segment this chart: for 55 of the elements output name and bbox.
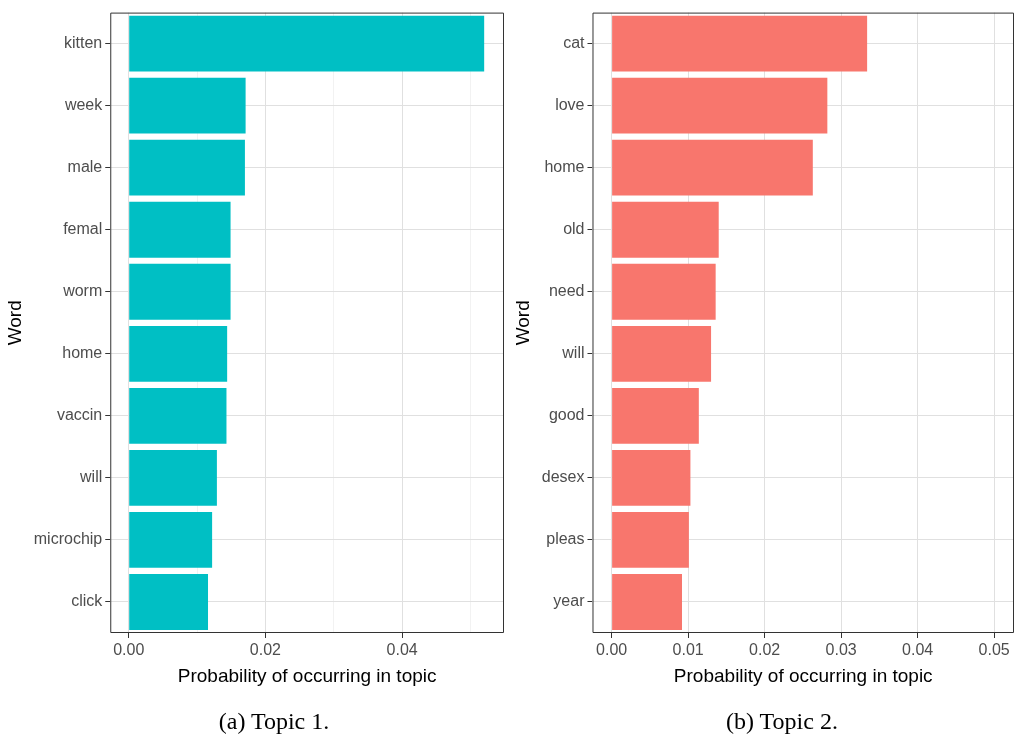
y-tick-label: year xyxy=(553,592,586,610)
y-tick-label: home xyxy=(62,344,103,362)
bar xyxy=(129,574,209,630)
x-tick-label: 0.04 xyxy=(386,641,418,659)
bar xyxy=(129,325,228,382)
y-tick-label: vaccin xyxy=(56,406,103,424)
bar xyxy=(129,387,227,444)
y-tick-label: microchip xyxy=(33,530,103,548)
x-tick-label: 0.03 xyxy=(825,641,857,659)
y-tick-label: will xyxy=(561,344,585,362)
y-tick-label: kitten xyxy=(64,34,103,52)
y-tick-label: week xyxy=(63,96,104,114)
text: (a) Topic 1. xyxy=(217,708,331,735)
bar xyxy=(129,15,485,72)
x-tick-label: 0.02 xyxy=(249,641,282,659)
y-tick-label: love xyxy=(555,96,585,114)
y-tick-label: femal xyxy=(63,220,103,238)
bar xyxy=(612,263,716,320)
x-axis-title: Probability of occurring in topic xyxy=(177,664,437,686)
y-tick-label: good xyxy=(548,406,585,424)
y-tick-label: click xyxy=(71,592,104,610)
bar xyxy=(129,139,245,196)
y-tick-label: male xyxy=(67,158,103,176)
bar xyxy=(129,77,246,134)
bar xyxy=(129,201,231,258)
y-tick-label: worm xyxy=(62,282,103,300)
y-tick-label: cat xyxy=(563,34,586,52)
bar xyxy=(612,77,828,134)
bar xyxy=(612,325,712,382)
text: (b) Topic 2. xyxy=(725,708,839,735)
bar xyxy=(612,201,719,258)
x-tick-label: 0.04 xyxy=(902,641,934,659)
bar xyxy=(612,15,868,72)
y-tick-label: old xyxy=(563,220,585,238)
y-tick-label: home xyxy=(544,158,585,176)
bar xyxy=(129,449,217,506)
y-axis-title: Word xyxy=(3,300,25,346)
x-tick-label: 0.00 xyxy=(596,641,628,659)
x-tick-label: 0.01 xyxy=(672,641,704,659)
y-tick-label: pleas xyxy=(546,530,585,548)
bar xyxy=(612,139,813,196)
bar xyxy=(129,263,231,320)
bar xyxy=(612,512,689,568)
x-axis-title: Probability of occurring in topic xyxy=(673,664,933,686)
bar xyxy=(612,574,682,630)
y-axis-title: Word xyxy=(511,300,533,346)
bar xyxy=(129,512,213,568)
bar xyxy=(612,449,691,506)
x-tick-label: 0.05 xyxy=(978,641,1010,659)
x-tick-label: 0.00 xyxy=(113,641,145,659)
bar xyxy=(612,387,699,444)
y-tick-label: will xyxy=(79,468,103,486)
x-tick-label: 0.02 xyxy=(749,641,781,659)
y-tick-label: need xyxy=(548,282,585,300)
y-tick-label: desex xyxy=(541,468,585,486)
